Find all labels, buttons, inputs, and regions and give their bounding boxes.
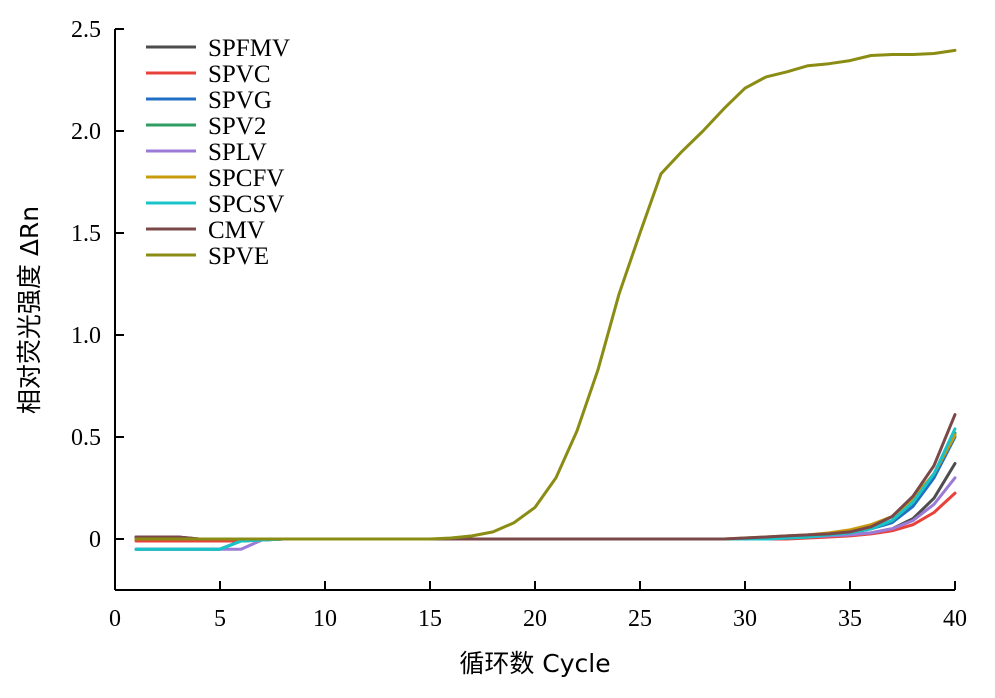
- x-tick-label: 35: [838, 606, 862, 632]
- legend-label: SPVE: [208, 243, 269, 270]
- y-tick-label: 1.0: [71, 323, 101, 349]
- legend-label: SPVC: [208, 61, 271, 88]
- series-line-spcfv: [134, 433, 957, 541]
- x-tick-label: 10: [313, 606, 337, 632]
- y-tick-label: 1.5: [71, 221, 101, 247]
- series-line-spve: [134, 48, 957, 541]
- legend-label: SPFMV: [208, 35, 290, 62]
- series-line-spfmv: [134, 462, 957, 541]
- x-tick-label: 40: [943, 606, 967, 632]
- x-tick-label: 15: [418, 606, 442, 632]
- legend-label: SPCSV: [208, 191, 284, 218]
- legend-label: SPCFV: [208, 165, 284, 192]
- x-tick-label: 25: [628, 606, 652, 632]
- axes: 0 0.5 1.0 1.5 2.0 2.5 0 5 10 15 20 25 30 35 40: [71, 17, 967, 632]
- legend-label: CMV: [208, 217, 265, 244]
- x-axis-title: 循环数 Cycle: [459, 649, 610, 678]
- series-lines: [134, 48, 957, 551]
- x-tick-label: 20: [523, 606, 547, 632]
- legend-label: SPV2: [208, 113, 266, 140]
- y-tick-label: 0: [89, 527, 101, 553]
- legend-label: SPVG: [208, 87, 272, 114]
- x-tick-label: 30: [733, 606, 757, 632]
- legend-label: SPLV: [208, 139, 267, 166]
- y-tick-label: 2.0: [71, 119, 101, 145]
- y-tick-label: 2.5: [71, 17, 101, 43]
- series-line-cmv: [134, 413, 957, 541]
- y-axis-title: 相对荧光强度 ΔRn: [15, 206, 44, 414]
- x-tick-label: 0: [109, 606, 121, 632]
- x-tick-label: 5: [214, 606, 226, 632]
- y-tick-label: 0.5: [71, 425, 101, 451]
